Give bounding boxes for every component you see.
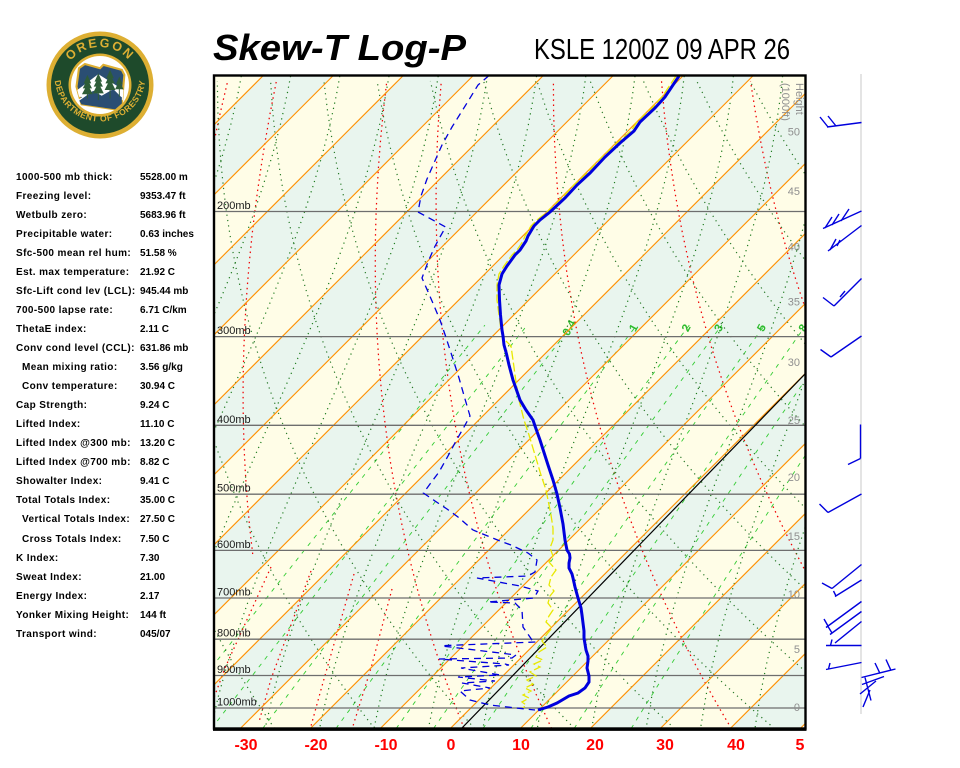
svg-text:5: 5 xyxy=(755,322,769,334)
svg-text:900mb: 900mb xyxy=(217,664,251,676)
svg-text:8: 8 xyxy=(797,322,811,334)
svg-text:10: 10 xyxy=(788,589,800,601)
svg-text:5: 5 xyxy=(794,644,800,656)
svg-text:500mb: 500mb xyxy=(217,483,251,495)
svg-text:3: 3 xyxy=(713,323,727,334)
svg-text:0: 0 xyxy=(447,737,456,754)
svg-text:700mb: 700mb xyxy=(217,587,251,599)
svg-text:20: 20 xyxy=(586,737,604,754)
svg-text:400mb: 400mb xyxy=(217,414,251,426)
svg-text:20: 20 xyxy=(788,472,800,484)
svg-text:15: 15 xyxy=(788,531,800,543)
svg-text:1000mb: 1000mb xyxy=(217,697,257,709)
svg-text:-20: -20 xyxy=(304,737,327,754)
svg-text:10: 10 xyxy=(512,737,530,754)
svg-text:45: 45 xyxy=(788,186,800,198)
svg-text:30: 30 xyxy=(656,737,674,754)
svg-text:25: 25 xyxy=(788,415,800,427)
svg-text:200mb: 200mb xyxy=(217,200,251,212)
svg-text:5: 5 xyxy=(796,737,805,754)
svg-text:300mb: 300mb xyxy=(217,325,251,337)
svg-text:-30: -30 xyxy=(234,737,257,754)
svg-text:Height: Height xyxy=(793,83,805,115)
svg-text:2: 2 xyxy=(680,323,694,334)
svg-text:600mb: 600mb xyxy=(217,539,251,551)
svg-text:40: 40 xyxy=(788,241,800,253)
svg-text:800mb: 800mb xyxy=(217,628,251,640)
svg-text:50: 50 xyxy=(788,127,800,139)
svg-text:0: 0 xyxy=(794,702,800,714)
svg-text:-10: -10 xyxy=(374,737,397,754)
svg-text:30: 30 xyxy=(788,357,800,369)
svg-text:(1000ft): (1000ft) xyxy=(779,83,791,121)
svg-text:40: 40 xyxy=(727,737,745,754)
svg-text:35: 35 xyxy=(788,296,800,308)
svg-text:1: 1 xyxy=(627,322,641,334)
